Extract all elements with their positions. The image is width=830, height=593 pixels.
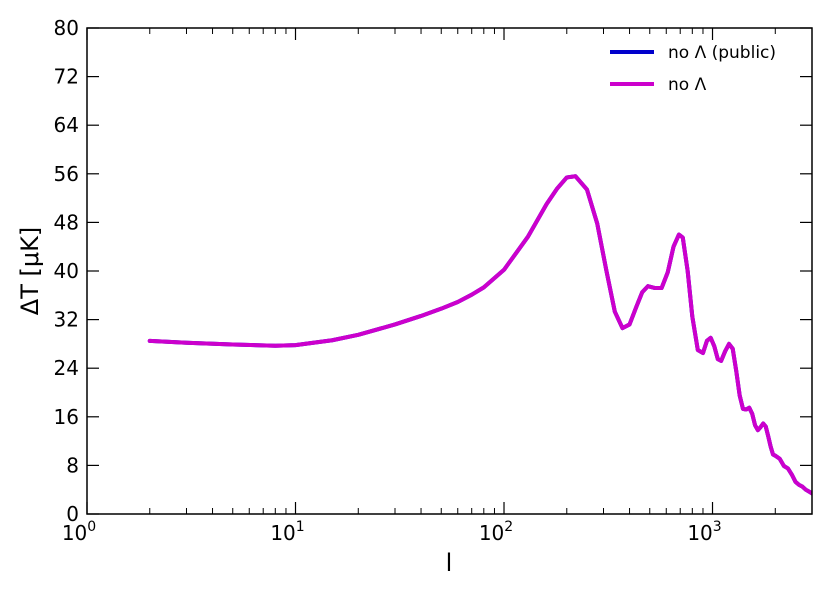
series-line-0: [147, 174, 812, 496]
y-tick-label: 32: [54, 308, 79, 332]
plot-frame: [86, 27, 813, 515]
y-tick-label: 8: [66, 453, 79, 477]
y-tick-label: 0: [66, 502, 79, 526]
y-axis-label: ΔT [μK]: [16, 227, 44, 315]
y-tick-label: 24: [54, 356, 79, 380]
x-tick-labels: 100 101 102 103: [62, 519, 722, 545]
legend: no Λ (public) no Λ: [610, 43, 776, 95]
major-ticks: [86, 27, 812, 515]
x-tick-label: 101: [270, 519, 304, 545]
y-tick-labels: 0 8 16 24 32 40 48 56 64 72 80: [54, 16, 79, 526]
y-tick-label: 72: [54, 65, 79, 89]
x-tick-label-exponent: 1: [296, 519, 305, 535]
x-tick-label-base: 10: [62, 521, 87, 545]
minor-ticks: [149, 28, 813, 514]
y-tick-label: 48: [54, 210, 79, 234]
x-axis-label: l: [446, 549, 453, 577]
x-tick-label-exponent: 0: [87, 519, 96, 535]
x-tick-label: 102: [479, 519, 513, 545]
x-tick-label-exponent: 2: [504, 519, 513, 535]
y-tick-label: 80: [54, 16, 79, 40]
series-layer: [147, 174, 812, 496]
y-tick-label: 56: [54, 162, 79, 186]
x-tick-label-base: 10: [687, 521, 712, 545]
series-line-1: [147, 174, 812, 496]
y-tick-label: 40: [54, 259, 79, 283]
x-tick-label-base: 10: [270, 521, 295, 545]
x-tick-label-exponent: 3: [713, 519, 722, 535]
legend-label-1: no Λ: [668, 75, 707, 95]
legend-label-0: no Λ (public): [668, 43, 776, 63]
y-tick-label: 16: [54, 405, 79, 429]
x-tick-label: 103: [687, 519, 721, 545]
x-tick-label: 100: [62, 519, 96, 545]
x-tick-label-base: 10: [479, 521, 504, 545]
y-tick-label: 64: [54, 113, 79, 137]
